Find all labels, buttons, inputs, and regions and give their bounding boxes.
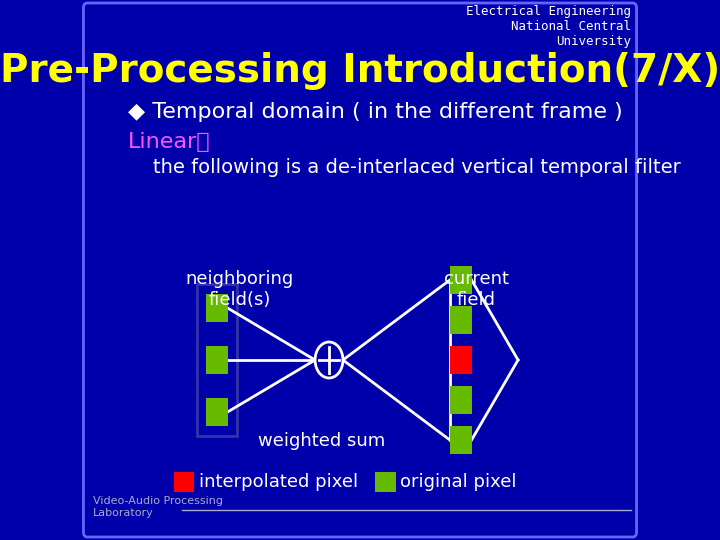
Circle shape <box>315 342 343 378</box>
Text: weighted sum: weighted sum <box>258 432 385 450</box>
Bar <box>450 386 472 414</box>
Text: current
field: current field <box>444 270 509 309</box>
Bar <box>450 306 472 334</box>
Text: original pixel: original pixel <box>400 473 517 491</box>
Bar <box>197 284 237 436</box>
FancyBboxPatch shape <box>84 3 636 537</box>
Text: the following is a de-interlaced vertical temporal filter: the following is a de-interlaced vertica… <box>127 158 680 177</box>
Bar <box>376 472 395 492</box>
Bar <box>450 266 472 294</box>
Text: neighboring
field(s): neighboring field(s) <box>186 270 294 309</box>
Bar <box>206 398 228 426</box>
Text: Pre-Processing Introduction(7/X): Pre-Processing Introduction(7/X) <box>0 52 720 90</box>
Text: ◆ Temporal domain ( in the different frame ): ◆ Temporal domain ( in the different fra… <box>127 102 622 122</box>
Bar <box>450 426 472 454</box>
Bar <box>206 294 228 322</box>
Text: Video-Audio Processing
Laboratory: Video-Audio Processing Laboratory <box>93 496 222 518</box>
Text: Linear：: Linear： <box>127 132 210 152</box>
Bar <box>206 346 228 374</box>
Text: Electrical Engineering
National Central
University: Electrical Engineering National Central … <box>466 5 631 48</box>
Text: interpolated pixel: interpolated pixel <box>199 473 358 491</box>
Bar <box>450 346 472 374</box>
Bar <box>174 472 194 492</box>
